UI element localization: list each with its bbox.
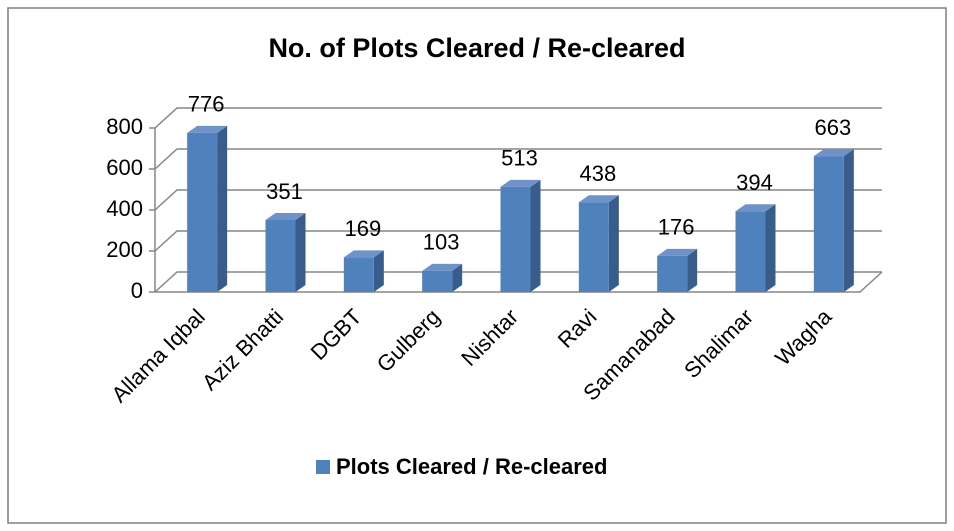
grid-line bbox=[154, 271, 882, 293]
bar-side bbox=[373, 250, 384, 292]
grid-line bbox=[154, 230, 882, 252]
bar bbox=[265, 213, 306, 292]
bar-front bbox=[735, 211, 766, 292]
value-label: 176 bbox=[658, 215, 695, 240]
bar bbox=[343, 250, 384, 292]
bar-front bbox=[578, 202, 609, 292]
legend-swatch bbox=[316, 460, 330, 474]
bar bbox=[813, 149, 854, 292]
bar-top bbox=[500, 179, 541, 187]
bar-side bbox=[295, 213, 306, 292]
legend-label: Plots Cleared / Re-cleared bbox=[336, 454, 607, 479]
bar-front bbox=[265, 220, 296, 292]
value-label: 663 bbox=[814, 115, 851, 140]
grid-line bbox=[154, 107, 882, 129]
bar-top bbox=[187, 125, 228, 133]
chart-title: No. of Plots Cleared / Re-cleared bbox=[268, 33, 685, 63]
bar bbox=[187, 125, 228, 292]
bar-top bbox=[578, 195, 619, 203]
value-label: 169 bbox=[344, 216, 381, 241]
bar-top bbox=[813, 149, 854, 157]
bar-top bbox=[735, 204, 776, 212]
bar-side bbox=[843, 149, 854, 292]
value-label: 438 bbox=[579, 161, 616, 186]
bar bbox=[735, 204, 776, 292]
grid-line bbox=[154, 148, 882, 170]
bar bbox=[500, 179, 541, 292]
value-label: 103 bbox=[423, 230, 460, 255]
bar-front bbox=[343, 257, 374, 292]
value-label: 513 bbox=[501, 146, 538, 171]
bar-top bbox=[343, 250, 384, 258]
bar-side bbox=[687, 248, 698, 292]
bar-side bbox=[530, 179, 541, 292]
bar bbox=[578, 195, 619, 292]
y-tick-label: 600 bbox=[106, 155, 143, 180]
bar-front bbox=[657, 255, 688, 292]
bar-front bbox=[813, 156, 844, 292]
floor bbox=[155, 271, 883, 293]
y-tick-label: 200 bbox=[106, 237, 143, 262]
chart-border bbox=[7, 7, 947, 524]
bar bbox=[657, 248, 698, 292]
bar-side bbox=[765, 204, 776, 292]
y-tick-label: 800 bbox=[106, 114, 143, 139]
bar-front bbox=[422, 270, 453, 292]
y-tick-label: 0 bbox=[131, 278, 143, 303]
bar-side bbox=[217, 125, 228, 292]
bar-top bbox=[657, 248, 698, 256]
value-label: 351 bbox=[266, 179, 303, 204]
value-label: 394 bbox=[736, 170, 773, 195]
bar-side bbox=[608, 195, 619, 292]
bar-top bbox=[422, 263, 463, 271]
bar-front bbox=[500, 186, 531, 292]
bar-front bbox=[187, 132, 218, 292]
bar-side bbox=[452, 263, 463, 292]
bar bbox=[422, 263, 463, 292]
grid-line bbox=[154, 189, 882, 211]
y-tick-label: 400 bbox=[106, 196, 143, 221]
bar-top bbox=[265, 213, 306, 221]
value-label: 776 bbox=[188, 92, 225, 117]
